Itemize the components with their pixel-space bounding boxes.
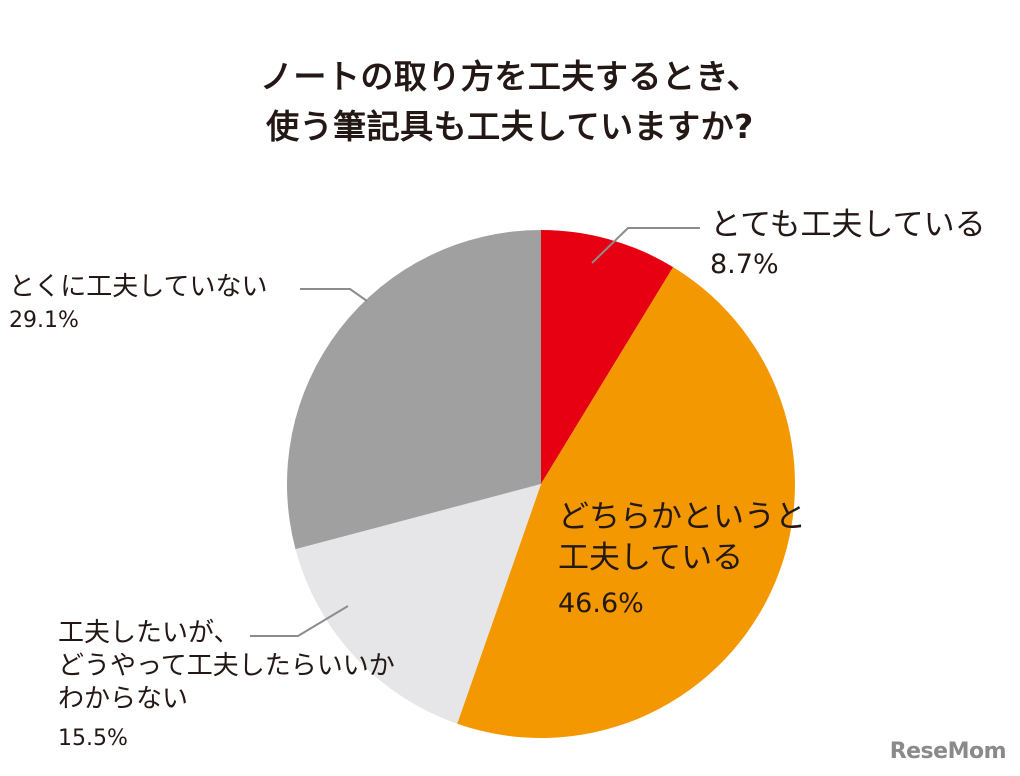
slice-label-want-line1: 工夫したいが、 [58, 618, 240, 648]
slice-label-want-line3: わからない [58, 684, 189, 714]
pie-slices [286, 230, 796, 738]
pie-slice-somewhat [457, 267, 796, 738]
slice-label-not-pct: 29.1% [9, 308, 79, 333]
slice-label-not: とくに工夫していない 29.1% [9, 271, 267, 337]
slice-label-somewhat-line2: 工夫している [558, 540, 744, 576]
slice-label-somewhat-pct: 46.6% [558, 588, 644, 619]
slice-label-want-pct: 15.5% [58, 726, 128, 751]
leader-line-not [300, 288, 368, 302]
chart-title-line1: ノートの取り方を工夫するとき、 [259, 57, 761, 96]
slice-label-very: とても工夫している 8.7% [710, 205, 986, 285]
slice-label-very-pct: 8.7% [710, 249, 779, 280]
pie-slice-not [286, 230, 541, 550]
slice-label-somewhat-line1: どちらかというと [558, 499, 806, 535]
slice-label-want: 工夫したいが、 どうやって工夫したらいいか わからない 15.5% [58, 617, 395, 755]
pie-slice-very [541, 230, 674, 484]
pie-slice-want [295, 484, 541, 724]
leader-lines [250, 227, 700, 637]
leader-line-very [591, 227, 700, 264]
slice-label-somewhat: どちらかというと 工夫している 46.6% [558, 497, 806, 624]
leader-line-want [250, 605, 349, 637]
slice-label-very-text: とても工夫している [710, 207, 986, 243]
chart-title: ノートの取り方を工夫するとき、 使う筆記具も工夫していますか? [0, 52, 1020, 152]
chart-title-line2: 使う筆記具も工夫していますか? [266, 107, 754, 146]
slice-label-want-line2: どうやって工夫したらいいか [58, 651, 395, 681]
slice-label-not-text: とくに工夫していない [9, 272, 268, 302]
resemom-logo: ReseMom [889, 739, 1007, 764]
